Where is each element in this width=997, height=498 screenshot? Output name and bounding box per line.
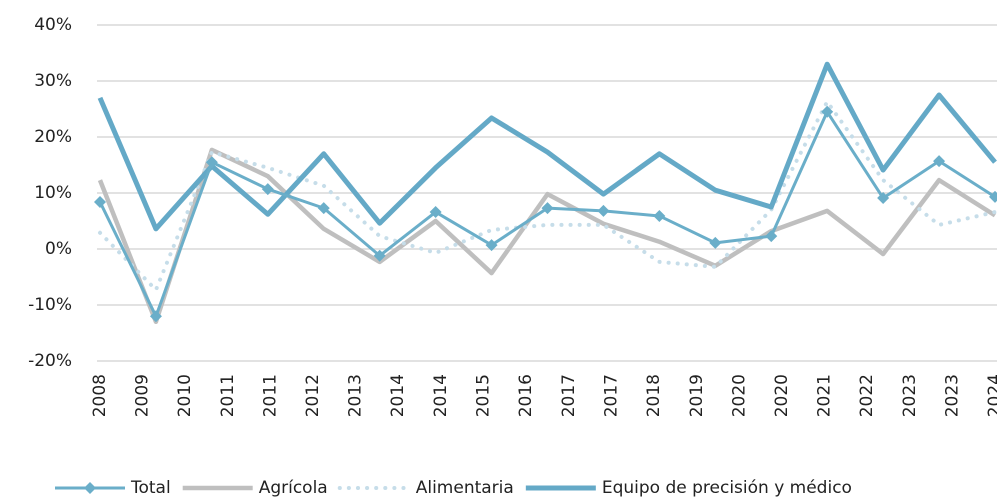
y-tick-label: 30% [34,71,72,91]
marker [597,204,610,217]
x-tick-label: 2013 [346,374,366,417]
marker [429,206,442,219]
x-tick-label: 2011 [261,374,281,417]
marker [485,239,498,252]
marker [317,202,330,215]
x-tick-label: 2021 [814,374,834,417]
marker [653,209,666,222]
x-tick-label: 2014 [388,374,408,417]
marker [94,195,106,208]
y-tick-label: 0% [45,239,72,259]
x-tick-label: 2016 [516,374,536,417]
x-tick-label: 2022 [857,374,877,417]
x-tick-label: 2012 [303,374,323,417]
marker [877,192,890,205]
x-tick-label: 2008 [90,374,110,417]
x-tick-label: 2011 [218,374,238,417]
x-tick-label: 2020 [729,374,749,417]
legend-label: Alimentaria [416,478,514,498]
legend-label: Equipo de precisión y médico [602,478,852,498]
x-tick-label: 2014 [431,374,451,417]
series-line [97,147,997,325]
x-tick-label: 2020 [772,374,792,417]
marker [709,236,722,249]
legend-label: Agrícola [259,478,328,498]
marker [261,183,274,196]
x-tick-label: 2017 [601,374,621,417]
marker [373,249,386,262]
marker [989,190,997,203]
x-tick-label: 2023 [900,374,920,417]
marker [205,156,218,169]
marker [821,105,834,118]
x-tick-label: 2015 [474,374,494,417]
x-tick-label: 2017 [559,374,579,417]
marker [541,202,554,215]
x-tick-label: 2018 [644,374,664,417]
x-tick-label: 2010 [175,374,195,417]
y-tick-label: -20% [28,351,72,371]
series-line [97,61,997,232]
x-tick-label: 2024 [985,374,997,417]
legend-marker [84,482,96,494]
series-line [98,99,997,292]
y-tick-label: 10% [34,183,72,203]
marker [765,230,778,243]
x-tick-label: 2023 [942,374,962,417]
marker [933,155,946,168]
y-tick-label: 20% [34,127,72,147]
y-tick-label: -10% [28,295,72,315]
x-tick-label: 2009 [133,374,153,417]
marker [149,310,162,323]
y-tick-label: 40% [34,15,72,35]
legend-label: Total [130,478,171,498]
x-tick-label: 2019 [687,374,707,417]
